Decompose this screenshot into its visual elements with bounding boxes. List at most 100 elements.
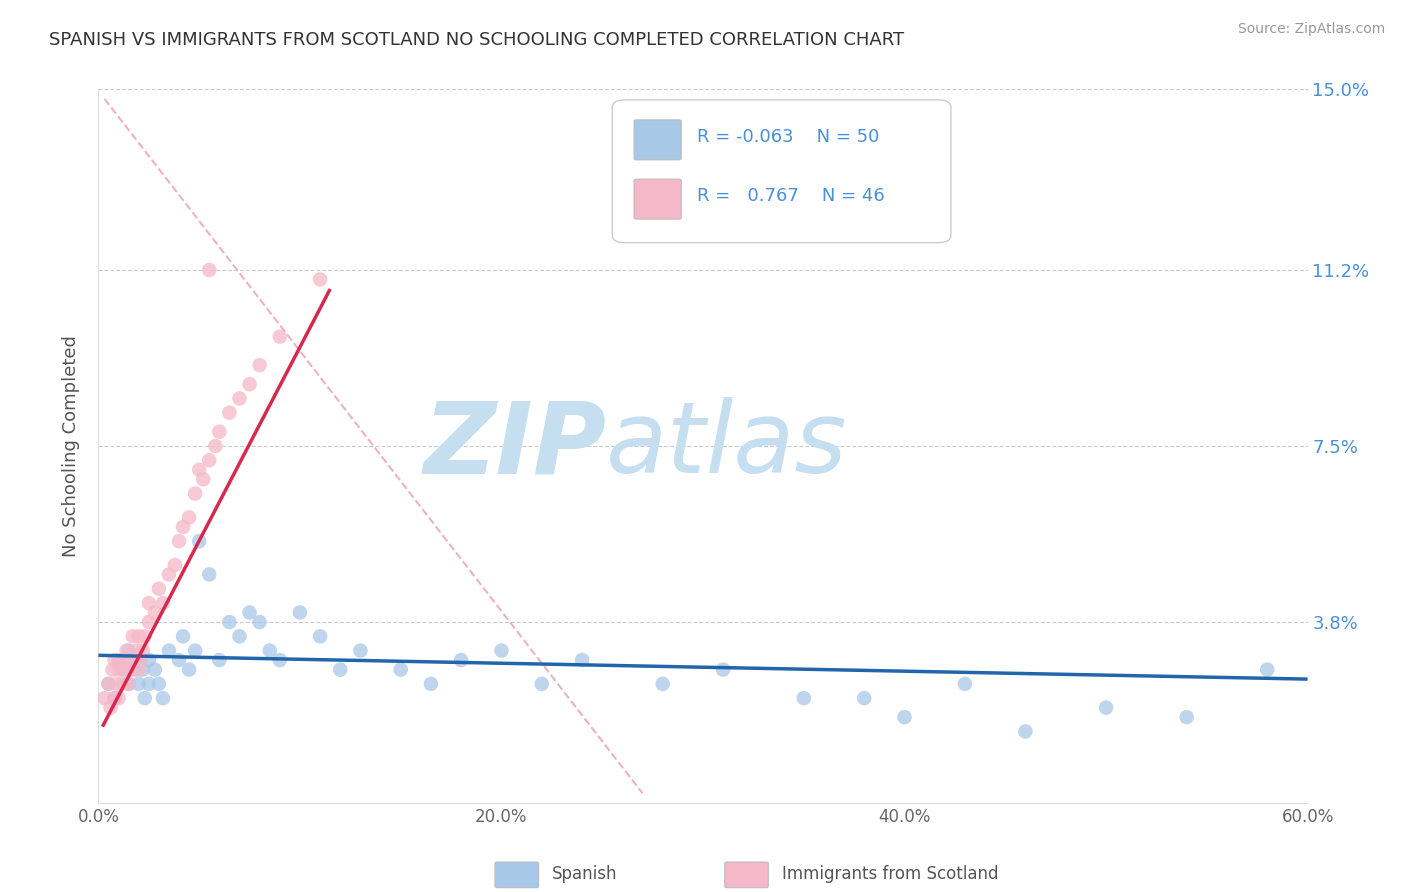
Point — [288, 606, 311, 620]
Point — [259, 643, 281, 657]
FancyBboxPatch shape — [613, 100, 950, 243]
Point — [103, 653, 125, 667]
Point — [420, 677, 443, 691]
Point — [167, 653, 190, 667]
Text: R = -0.063    N = 50: R = -0.063 N = 50 — [697, 128, 879, 146]
Point — [152, 596, 174, 610]
Point — [249, 615, 271, 629]
Point — [1014, 724, 1036, 739]
FancyBboxPatch shape — [634, 120, 682, 160]
Point — [111, 663, 134, 677]
Point — [193, 472, 215, 486]
Point — [124, 663, 146, 677]
Text: ZIP: ZIP — [423, 398, 606, 494]
Point — [107, 691, 129, 706]
Point — [118, 677, 141, 691]
Point — [198, 263, 221, 277]
Text: Source: ZipAtlas.com: Source: ZipAtlas.com — [1237, 22, 1385, 37]
Point — [309, 629, 332, 643]
Point — [953, 677, 976, 691]
FancyBboxPatch shape — [634, 179, 682, 219]
FancyBboxPatch shape — [495, 862, 538, 888]
Point — [239, 377, 262, 392]
Point — [218, 615, 240, 629]
Point — [114, 663, 136, 677]
Point — [132, 643, 155, 657]
Point — [138, 677, 160, 691]
Point — [111, 677, 134, 691]
Point — [118, 643, 141, 657]
Point — [138, 653, 160, 667]
Point — [249, 358, 271, 372]
Point — [711, 663, 734, 677]
Point — [349, 643, 371, 657]
Point — [893, 710, 915, 724]
Point — [111, 653, 134, 667]
Point — [450, 653, 472, 667]
Point — [134, 691, 156, 706]
Point — [143, 663, 166, 677]
Point — [228, 392, 250, 406]
Point — [132, 663, 155, 677]
Point — [208, 425, 231, 439]
Point — [163, 558, 186, 572]
Point — [1095, 700, 1118, 714]
Point — [269, 329, 291, 343]
Point — [853, 691, 876, 706]
Point — [129, 653, 152, 667]
Point — [188, 463, 211, 477]
Point — [1175, 710, 1198, 724]
Point — [184, 486, 207, 500]
Point — [198, 567, 221, 582]
Point — [793, 691, 815, 706]
Point — [118, 653, 141, 667]
Point — [208, 653, 231, 667]
Point — [93, 691, 115, 706]
Point — [269, 653, 291, 667]
Point — [125, 643, 148, 657]
Point — [105, 677, 128, 691]
Point — [157, 567, 180, 582]
Point — [329, 663, 352, 677]
FancyBboxPatch shape — [724, 862, 768, 888]
Point — [138, 596, 160, 610]
Point — [530, 677, 553, 691]
Point — [309, 272, 332, 286]
Point — [134, 629, 156, 643]
Point — [128, 629, 150, 643]
Point — [651, 677, 673, 691]
Point — [198, 453, 221, 467]
Point — [571, 653, 593, 667]
Point — [120, 663, 142, 677]
Point — [148, 677, 170, 691]
Point — [179, 510, 201, 524]
Point — [172, 520, 194, 534]
Point — [157, 643, 180, 657]
Point — [107, 653, 129, 667]
Point — [115, 643, 138, 657]
Point — [228, 629, 250, 643]
Point — [118, 677, 141, 691]
Point — [389, 663, 412, 677]
Point — [152, 691, 174, 706]
Point — [167, 534, 190, 549]
Point — [100, 700, 122, 714]
Point — [101, 663, 124, 677]
Point — [128, 677, 150, 691]
Point — [138, 615, 160, 629]
Point — [218, 406, 240, 420]
Point — [148, 582, 170, 596]
Text: Spanish: Spanish — [551, 865, 617, 883]
Point — [143, 606, 166, 620]
Point — [128, 663, 150, 677]
Point — [184, 643, 207, 657]
Point — [103, 691, 125, 706]
Point — [491, 643, 513, 657]
Text: SPANISH VS IMMIGRANTS FROM SCOTLAND NO SCHOOLING COMPLETED CORRELATION CHART: SPANISH VS IMMIGRANTS FROM SCOTLAND NO S… — [49, 31, 904, 49]
Point — [188, 534, 211, 549]
Text: R =   0.767    N = 46: R = 0.767 N = 46 — [697, 187, 884, 205]
Point — [97, 677, 120, 691]
Point — [103, 691, 125, 706]
Text: Immigrants from Scotland: Immigrants from Scotland — [782, 865, 998, 883]
Point — [97, 677, 120, 691]
